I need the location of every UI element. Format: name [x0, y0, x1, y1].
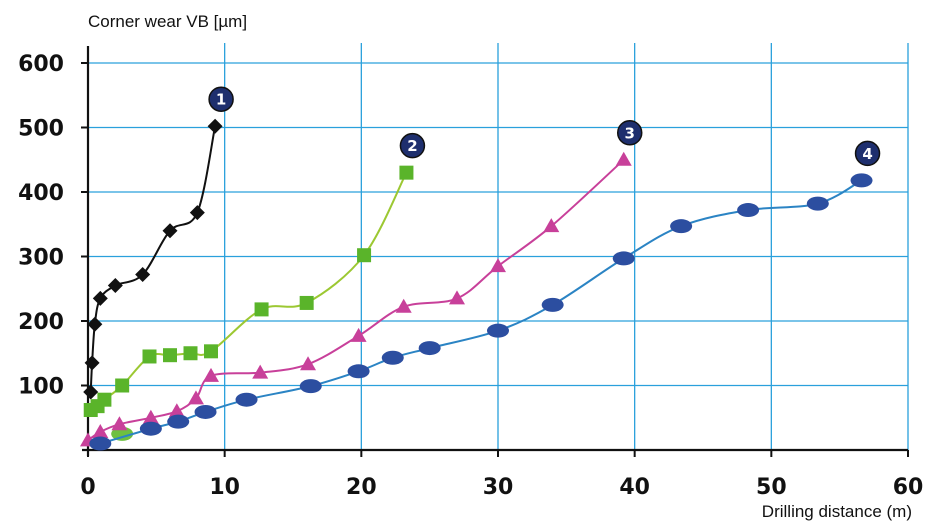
x-tick-label: 10 — [209, 475, 240, 500]
data-point-square — [142, 349, 157, 364]
data-point-ellipse — [737, 203, 760, 218]
data-point-square — [115, 378, 130, 393]
data-point-triangle — [300, 356, 317, 371]
data-point-ellipse — [487, 323, 509, 338]
y-tick-label: 400 — [18, 181, 64, 206]
data-point-square — [163, 348, 177, 363]
data-point-triangle — [142, 409, 159, 424]
data-point-ellipse — [806, 196, 829, 211]
data-point-triangle — [395, 298, 412, 313]
data-point-triangle — [168, 403, 185, 418]
data-point-ellipse — [299, 379, 322, 394]
x-tick-label: 50 — [756, 475, 787, 500]
data-point-triangle — [350, 327, 367, 342]
data-point-ellipse — [89, 436, 112, 451]
series-1 — [83, 118, 223, 400]
data-point-square — [399, 165, 414, 180]
x-tick-labels: 0 10 20 30 40 50 60 — [80, 475, 923, 500]
y-tick-label: 100 — [18, 375, 64, 400]
data-point-triangle — [111, 416, 128, 431]
y-tick-label: 600 — [18, 52, 64, 77]
y-axis-label: Corner wear VB [µm] — [88, 12, 247, 31]
series-badge-3: 3 — [616, 120, 643, 146]
badge-circle — [208, 86, 234, 112]
data-point-triangle — [543, 218, 560, 233]
data-point-square — [183, 346, 198, 361]
series-4 — [89, 173, 873, 451]
badge-number: 2 — [407, 137, 417, 155]
badge-number: 4 — [862, 145, 872, 163]
data-point-square — [204, 344, 218, 359]
series-layer — [80, 118, 873, 451]
grid — [88, 43, 909, 450]
data-point-square — [357, 248, 372, 263]
x-tick-label: 60 — [893, 475, 924, 500]
data-point-diamond — [189, 205, 205, 221]
data-point-triangle — [490, 258, 506, 273]
series-2 — [83, 165, 414, 441]
data-point-diamond — [135, 267, 151, 283]
data-point-diamond — [87, 316, 103, 332]
data-point-ellipse — [670, 219, 693, 234]
series-line — [87, 159, 625, 442]
data-point-ellipse — [194, 404, 217, 419]
series-3 — [80, 151, 632, 447]
data-point-ellipse — [139, 421, 162, 436]
x-tick-label: 30 — [483, 475, 514, 500]
badge-number: 3 — [625, 124, 635, 142]
data-point-ellipse — [381, 350, 404, 365]
badge-circle — [854, 140, 881, 167]
data-point-square — [254, 302, 269, 317]
y-tick-labels: 100 200 300 400 500 600 — [18, 52, 64, 400]
y-tick-label: 300 — [18, 246, 64, 271]
data-point-ellipse — [850, 173, 873, 188]
data-point-diamond — [162, 223, 178, 239]
x-axis-label: Drilling distance (m) — [762, 502, 912, 521]
data-point-ellipse — [235, 392, 258, 407]
data-point-ellipse — [612, 251, 635, 266]
data-point-diamond — [92, 290, 108, 306]
series-line — [100, 179, 862, 445]
data-point-triangle — [187, 390, 204, 405]
data-point-square — [299, 295, 314, 310]
data-point-diamond — [207, 118, 223, 134]
y-tick-label: 500 — [18, 117, 64, 142]
badge-layer: 1 2 3 4 — [208, 86, 881, 167]
badge-circle — [399, 132, 426, 159]
data-point-ellipse — [541, 297, 564, 312]
data-point-square — [97, 392, 112, 407]
data-point-ellipse — [418, 341, 441, 356]
data-point-ellipse — [167, 414, 190, 429]
series-badge-1: 1 — [208, 86, 234, 112]
data-point-triangle — [92, 423, 109, 438]
data-point-triangle — [615, 151, 632, 166]
data-point-diamond — [83, 384, 99, 400]
series-badge-2: 2 — [399, 132, 426, 159]
data-point-ellipse — [111, 426, 134, 441]
data-point-triangle — [449, 290, 465, 305]
series-badge-4: 4 — [854, 140, 881, 167]
x-tick-label: 40 — [619, 475, 650, 500]
data-point-diamond — [84, 355, 100, 371]
badge-circle — [616, 120, 643, 146]
x-tick-label: 20 — [346, 475, 377, 500]
y-tick-label: 200 — [18, 310, 64, 335]
axes — [81, 46, 909, 457]
badge-number: 1 — [216, 91, 226, 109]
data-point-triangle — [252, 364, 269, 379]
data-point-diamond — [107, 278, 123, 294]
data-point-triangle — [203, 367, 219, 382]
x-tick-label: 0 — [80, 475, 95, 500]
data-point-ellipse — [347, 364, 370, 379]
